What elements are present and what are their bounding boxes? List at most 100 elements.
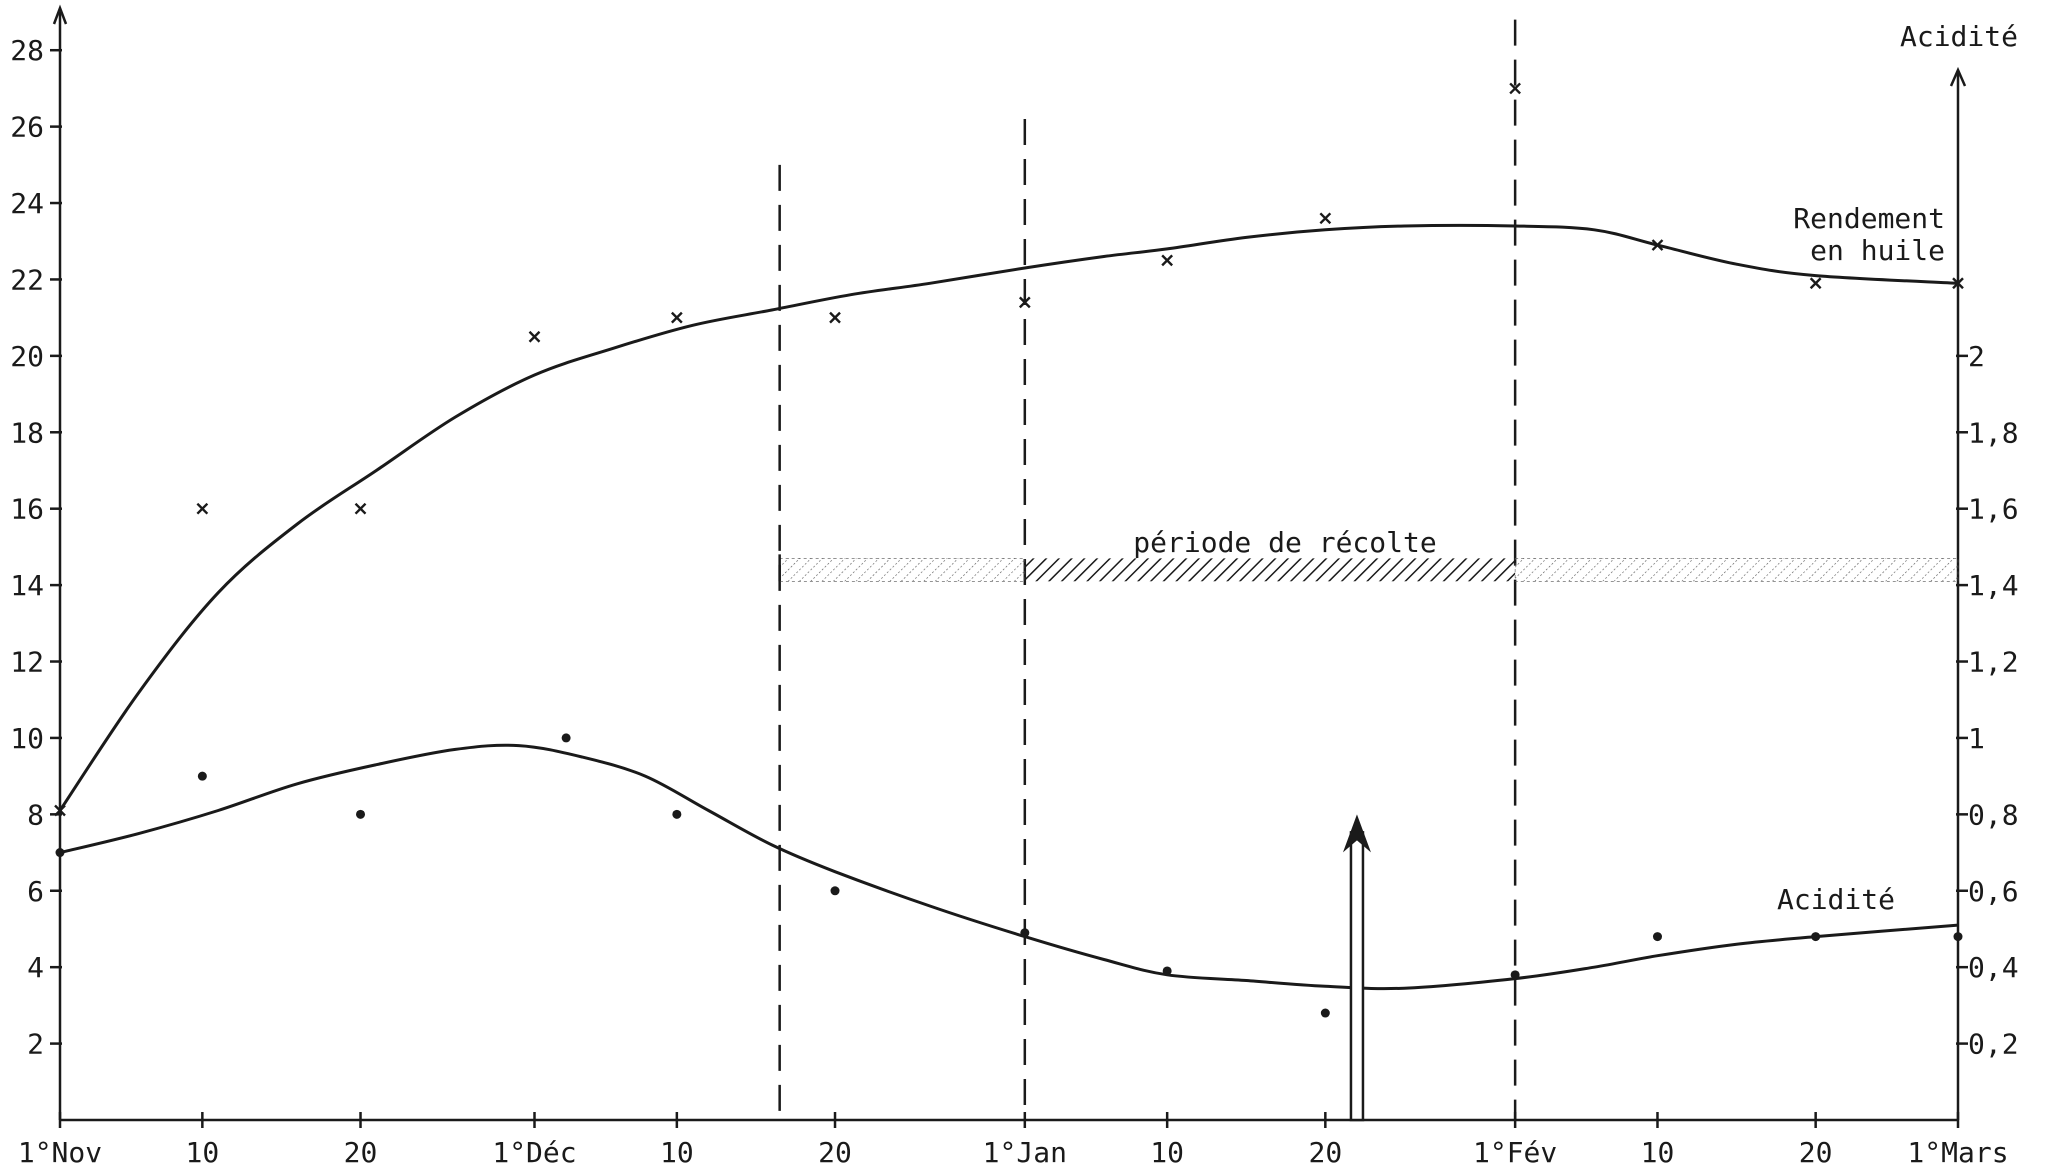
data-point-dot — [1510, 970, 1520, 980]
x-mark-stroke — [1161, 254, 1174, 267]
x-tick-label: 1°Fév — [1473, 1136, 1557, 1166]
data-point-dot — [561, 733, 571, 743]
left-y-tick-label: 10 — [10, 722, 44, 755]
data-point-dot — [1320, 1008, 1330, 1018]
series-trend-line — [59, 743, 1959, 991]
x-tick-label: 1°Nov — [18, 1136, 102, 1166]
right-y-tick-label: 1,6 — [1968, 493, 2019, 526]
x-mark-stroke — [1509, 82, 1521, 95]
x-tick-label: 10 — [660, 1136, 694, 1166]
x-mark-stroke — [1809, 277, 1822, 290]
right-y-tick-label: 1,8 — [1968, 416, 2019, 449]
right-y-tick-label: 1 — [1968, 722, 1985, 755]
left-y-tick-label: 22 — [10, 263, 44, 296]
series-acidity: Acidité — [55, 733, 1963, 1018]
data-point-dot — [1953, 932, 1963, 942]
axes: Acidité — [52, 4, 2018, 1122]
left-y-tick-label: 12 — [10, 646, 44, 679]
left-y-tick-label: 6 — [27, 875, 44, 908]
left-y-tick-label: 8 — [27, 798, 44, 831]
x-mark-stroke — [1952, 277, 1964, 290]
left-y-tick-label: 16 — [10, 493, 44, 526]
x-mark-stroke — [1018, 296, 1031, 309]
x-tick-label: 20 — [818, 1136, 852, 1166]
x-mark-stroke — [1319, 212, 1332, 225]
x-tick-label: 10 — [1150, 1136, 1184, 1166]
data-point-dot — [672, 809, 682, 819]
x-mark-stroke — [671, 311, 683, 324]
left-y-tick-label: 18 — [10, 416, 44, 449]
right-y-tick-label: 0,2 — [1968, 1028, 2019, 1061]
data-point-x-mark — [1809, 277, 1822, 290]
x-tick-label: 20 — [1308, 1136, 1342, 1166]
series-oil-yield: Rendement en huile — [54, 82, 1964, 817]
optimal-date-arrow — [1342, 814, 1371, 1122]
right-y-tick-label: 0,8 — [1968, 798, 2019, 831]
right-axis-label: Acidité — [1900, 20, 2018, 53]
x-mark-stroke — [528, 330, 541, 343]
harvest-band-late — [1514, 558, 1959, 582]
left-y-tick-label: 4 — [27, 951, 44, 984]
series-oil-yield-label-line-2: en huile — [1810, 234, 1945, 267]
right-y-tick-label: 0,6 — [1968, 875, 2019, 908]
x-mark-stroke — [1651, 239, 1664, 251]
right-y-tick-label: 0,4 — [1968, 951, 2019, 984]
x-tick-label: 1°Mars — [1907, 1136, 2008, 1166]
left-y-tick-label: 2 — [27, 1028, 44, 1061]
series-oil-yield-label-line-1: Rendement — [1793, 202, 1945, 235]
x-mark-stroke — [54, 804, 66, 817]
x-axis-ticks: 1°Nov 10 20 1°Déc 10 20 1°Jan 10 20 1°Fév 10 20 1°Ma… — [18, 1112, 2009, 1166]
x-mark-stroke — [196, 502, 209, 515]
harvest-period-band: période de récolte — [778, 526, 1959, 582]
data-point-dot — [1162, 966, 1172, 976]
x-tick-label: 1°Déc — [492, 1136, 576, 1166]
data-point-x-mark — [671, 311, 683, 324]
data-point-x-mark — [354, 502, 367, 515]
data-point-x-mark — [1161, 254, 1174, 267]
data-point-x-mark — [1651, 239, 1664, 251]
x-tick-label: 20 — [344, 1136, 378, 1166]
data-point-x-mark — [1018, 296, 1031, 309]
series-acidity-label: Acidité — [1777, 883, 1895, 916]
right-y-tick-label: 2 — [1968, 340, 1985, 373]
date-markers — [778, 19, 1517, 1120]
data-point-dot — [830, 886, 840, 896]
data-point-x-mark — [1509, 82, 1521, 95]
left-y-tick-label: 26 — [10, 111, 44, 144]
harvest-period-label: période de récolte — [1133, 526, 1436, 559]
x-tick-label: 10 — [1641, 1136, 1675, 1166]
left-y-tick-label: 20 — [10, 340, 44, 373]
data-point-dot — [197, 771, 207, 781]
x-mark-stroke — [354, 502, 367, 515]
right-y-axis-arrowhead — [1949, 66, 1967, 87]
data-point-dot — [55, 848, 65, 858]
data-point-x-mark — [196, 502, 209, 515]
series-trend-line — [58, 223, 1959, 812]
data-point-x-mark — [829, 311, 841, 324]
data-point-dot — [1652, 932, 1662, 942]
right-y-tick-label: 1,2 — [1968, 646, 2019, 679]
x-tick-label: 1°Jan — [983, 1136, 1067, 1166]
data-point-dot — [356, 809, 366, 819]
right-y-axis-ticks: 0,2 0,4 0,6 0,8 1 1,2 1,4 1,6 1,8 2 — [1956, 340, 2019, 1061]
data-point-x-mark — [528, 330, 541, 343]
left-y-tick-label: 28 — [10, 34, 44, 67]
harvest-band-main — [1024, 558, 1516, 582]
harvest-band-early — [779, 558, 1026, 582]
x-mark-stroke — [829, 311, 841, 324]
data-point-dot — [1811, 932, 1821, 942]
x-tick-label: 20 — [1799, 1136, 1833, 1166]
data-point-x-mark — [1952, 277, 1964, 290]
left-y-tick-label: 14 — [10, 569, 44, 602]
data-point-dot — [1020, 928, 1030, 938]
data-point-x-mark — [1319, 212, 1332, 225]
arrow-shaft — [1349, 831, 1365, 1122]
right-y-tick-label: 1,4 — [1968, 569, 2019, 602]
x-tick-label: 10 — [185, 1136, 219, 1166]
left-y-axis-arrowhead — [52, 4, 68, 25]
left-y-tick-label: 24 — [10, 187, 44, 220]
data-point-x-mark — [54, 804, 66, 817]
arrow-head — [1342, 814, 1371, 853]
